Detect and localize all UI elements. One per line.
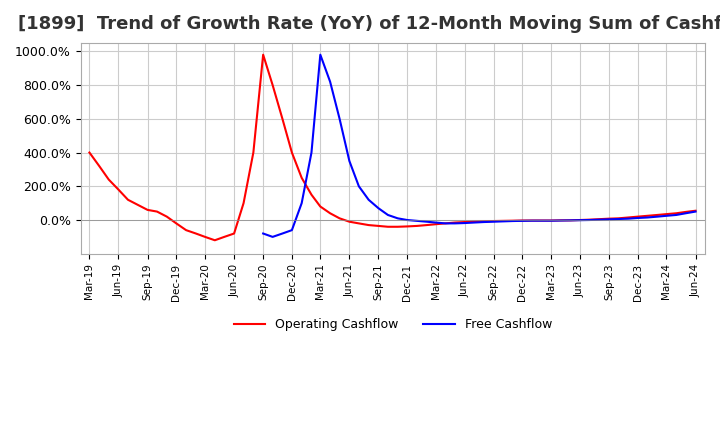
- Legend: Operating Cashflow, Free Cashflow: Operating Cashflow, Free Cashflow: [229, 313, 557, 336]
- Line: Free Cashflow: Free Cashflow: [263, 55, 696, 237]
- Line: Operating Cashflow: Operating Cashflow: [89, 55, 696, 240]
- Title: [1899]  Trend of Growth Rate (YoY) of 12-Month Moving Sum of Cashflows: [1899] Trend of Growth Rate (YoY) of 12-…: [18, 15, 720, 33]
